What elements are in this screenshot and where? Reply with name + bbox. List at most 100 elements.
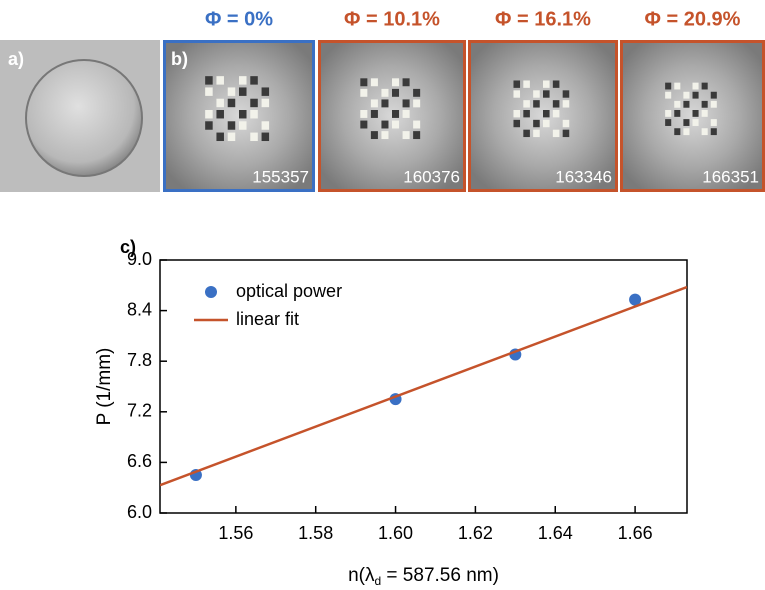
x-axis-label-suffix: = 587.56 nm): [381, 565, 499, 586]
target-pattern: [360, 89, 367, 97]
target-pattern: [711, 128, 717, 135]
target-pattern: [523, 100, 530, 107]
target-pattern: [683, 128, 689, 135]
target-pattern: [262, 87, 270, 95]
target-pattern: [543, 80, 550, 87]
target-pattern: [360, 78, 367, 86]
panel-label: a): [8, 49, 24, 69]
target-pattern: [371, 78, 378, 86]
x-tick-label: 1.56: [218, 523, 253, 543]
target-pattern: [403, 78, 410, 86]
target-pattern: [674, 83, 680, 90]
y-tick-label: 6.0: [127, 502, 152, 522]
target-pattern: [563, 130, 570, 137]
target-pattern: [392, 110, 399, 118]
lens: [26, 60, 142, 176]
target-pattern: [513, 80, 520, 87]
target-pattern: [711, 119, 717, 126]
target-pattern: [674, 110, 680, 117]
y-tick-label: 8.4: [127, 299, 152, 319]
target-pattern: [683, 92, 689, 99]
target-pattern: [262, 133, 270, 141]
target-pattern: [665, 83, 671, 90]
target-pattern: [371, 110, 378, 118]
target-pattern: [228, 121, 236, 129]
target-pattern: [674, 128, 680, 135]
target-pattern: [711, 92, 717, 99]
target-pattern: [239, 87, 247, 95]
target-pattern: [683, 119, 689, 126]
target-pattern: [205, 76, 213, 84]
target-pattern: [533, 120, 540, 127]
target-pattern: [371, 131, 378, 139]
legend-marker: [205, 286, 217, 298]
panel-label: b): [171, 49, 188, 69]
target-pattern: [513, 120, 520, 127]
target-pattern: [228, 99, 236, 107]
target-pattern: [674, 101, 680, 108]
target-pattern: [392, 89, 399, 97]
target-pattern: [665, 110, 671, 117]
target-pattern: [702, 83, 708, 90]
target-pattern: [413, 131, 420, 139]
target-pattern: [533, 90, 540, 97]
y-axis-label: P (1/mm): [94, 348, 115, 426]
target-pattern: [665, 92, 671, 99]
target-pattern: [533, 130, 540, 137]
target-pattern: [693, 110, 699, 117]
target-pattern: [239, 76, 247, 84]
target-pattern: [665, 119, 671, 126]
target-pattern: [360, 121, 367, 129]
target-pattern: [513, 110, 520, 117]
target-pattern: [693, 92, 699, 99]
target-pattern: [523, 80, 530, 87]
target-pattern: [392, 78, 399, 86]
target-pattern: [563, 90, 570, 97]
target-pattern: [413, 89, 420, 97]
target-pattern: [523, 130, 530, 137]
target-pattern: [216, 110, 224, 118]
phi-label: Φ = 10.1%: [344, 8, 440, 30]
y-tick-label: 6.6: [127, 451, 152, 471]
target-pattern: [403, 131, 410, 139]
y-tick-label: 7.2: [127, 401, 152, 421]
target-pattern: [228, 87, 236, 95]
legend-label: optical power: [236, 281, 342, 301]
target-pattern: [702, 110, 708, 117]
target-pattern: [262, 121, 270, 129]
x-tick-label: 1.60: [378, 523, 413, 543]
target-pattern: [563, 120, 570, 127]
target-pattern: [543, 120, 550, 127]
x-axis-label-subscript: d: [374, 574, 381, 588]
target-pattern: [533, 100, 540, 107]
target-pattern: [250, 76, 258, 84]
target-pattern: [392, 121, 399, 129]
x-tick-label: 1.58: [298, 523, 333, 543]
target-pattern: [543, 90, 550, 97]
target-pattern: [381, 121, 388, 129]
y-tick-label: 7.8: [127, 350, 152, 370]
x-axis-label-main: n(λ: [348, 565, 375, 586]
target-pattern: [216, 76, 224, 84]
target-pattern: [413, 99, 420, 107]
target-pattern: [702, 101, 708, 108]
target-pattern: [381, 99, 388, 107]
target-pattern: [403, 110, 410, 118]
target-pattern: [216, 99, 224, 107]
target-pattern: [216, 133, 224, 141]
target-pattern: [543, 110, 550, 117]
target-pattern: [239, 121, 247, 129]
target-pattern: [553, 110, 560, 117]
figure: a)Φ = 0%155357b)Φ = 10.1%160376Φ = 16.1%…: [0, 0, 765, 590]
target-pattern: [693, 119, 699, 126]
legend-label: linear fit: [236, 309, 299, 329]
target-pattern: [711, 101, 717, 108]
frame-count: 163346: [555, 167, 612, 186]
target-pattern: [702, 128, 708, 135]
target-pattern: [205, 110, 213, 118]
target-pattern: [513, 90, 520, 97]
frame-count: 166351: [702, 167, 759, 186]
phi-label: Φ = 20.9%: [645, 8, 741, 30]
target-pattern: [683, 101, 689, 108]
target-pattern: [403, 99, 410, 107]
